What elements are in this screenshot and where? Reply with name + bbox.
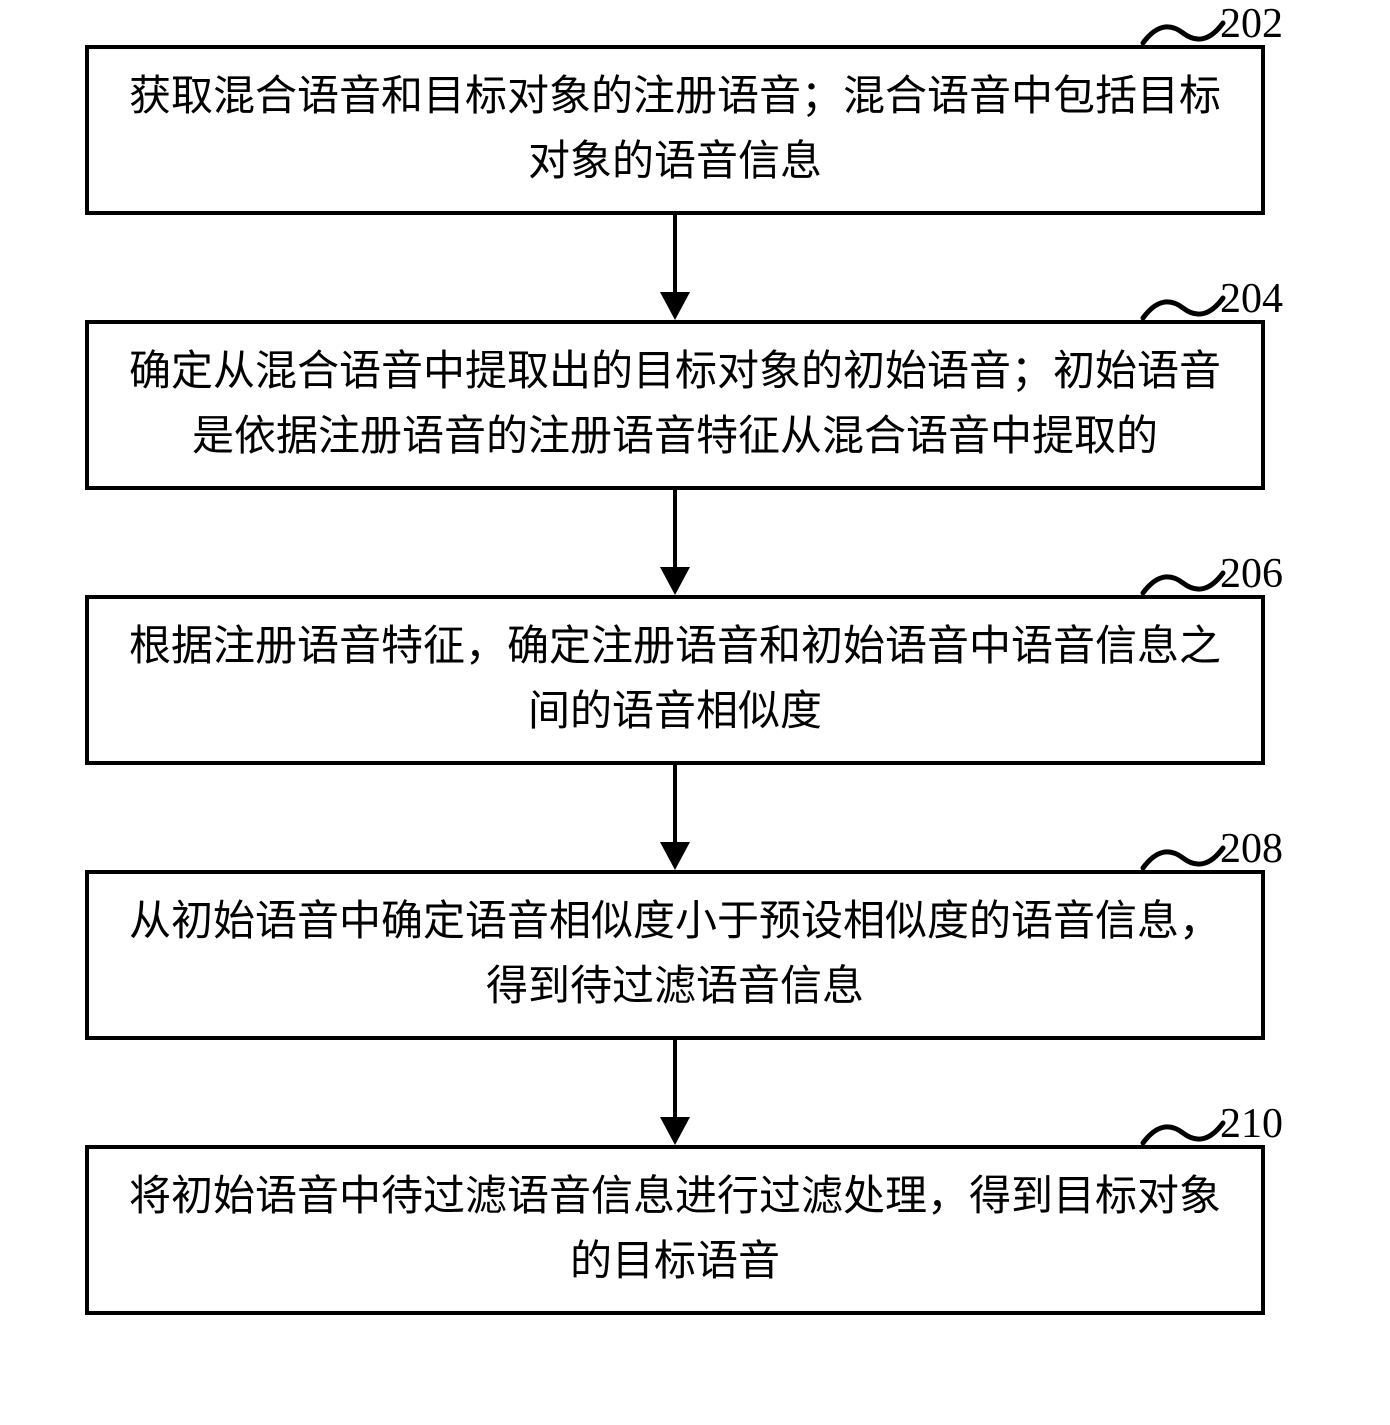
step-text-202: 获取混合语音和目标对象的注册语音；混合语音中包括目标 对象的语音信息 — [129, 65, 1221, 195]
step-text-206: 根据注册语音特征，确定注册语音和初始语音中语音信息之 间的语音相似度 — [129, 615, 1221, 745]
step-number-206: 206 — [1220, 550, 1283, 598]
step-box-208: 从初始语音中确定语音相似度小于预设相似度的语音信息， 得到待过滤语音信息 — [85, 870, 1265, 1040]
step-number-202: 202 — [1220, 0, 1283, 48]
step-box-202: 获取混合语音和目标对象的注册语音；混合语音中包括目标 对象的语音信息 — [85, 45, 1265, 215]
step-box-210: 将初始语音中待过滤语音信息进行过滤处理，得到目标对象 的目标语音 — [85, 1145, 1265, 1315]
step-box-204: 确定从混合语音中提取出的目标对象的初始语音；初始语音 是依据注册语音的注册语音特… — [85, 320, 1265, 490]
step-text-208: 从初始语音中确定语音相似度小于预设相似度的语音信息， 得到待过滤语音信息 — [129, 890, 1221, 1020]
step-number-204: 204 — [1220, 275, 1283, 323]
flowchart-container: 202 获取混合语音和目标对象的注册语音；混合语音中包括目标 对象的语音信息 2… — [0, 0, 1390, 1425]
step-box-206: 根据注册语音特征，确定注册语音和初始语音中语音信息之 间的语音相似度 — [85, 595, 1265, 765]
step-text-204: 确定从混合语音中提取出的目标对象的初始语音；初始语音 是依据注册语音的注册语音特… — [129, 340, 1221, 470]
step-number-210: 210 — [1220, 1100, 1283, 1148]
step-number-208: 208 — [1220, 825, 1283, 873]
step-text-210: 将初始语音中待过滤语音信息进行过滤处理，得到目标对象 的目标语音 — [129, 1165, 1221, 1295]
